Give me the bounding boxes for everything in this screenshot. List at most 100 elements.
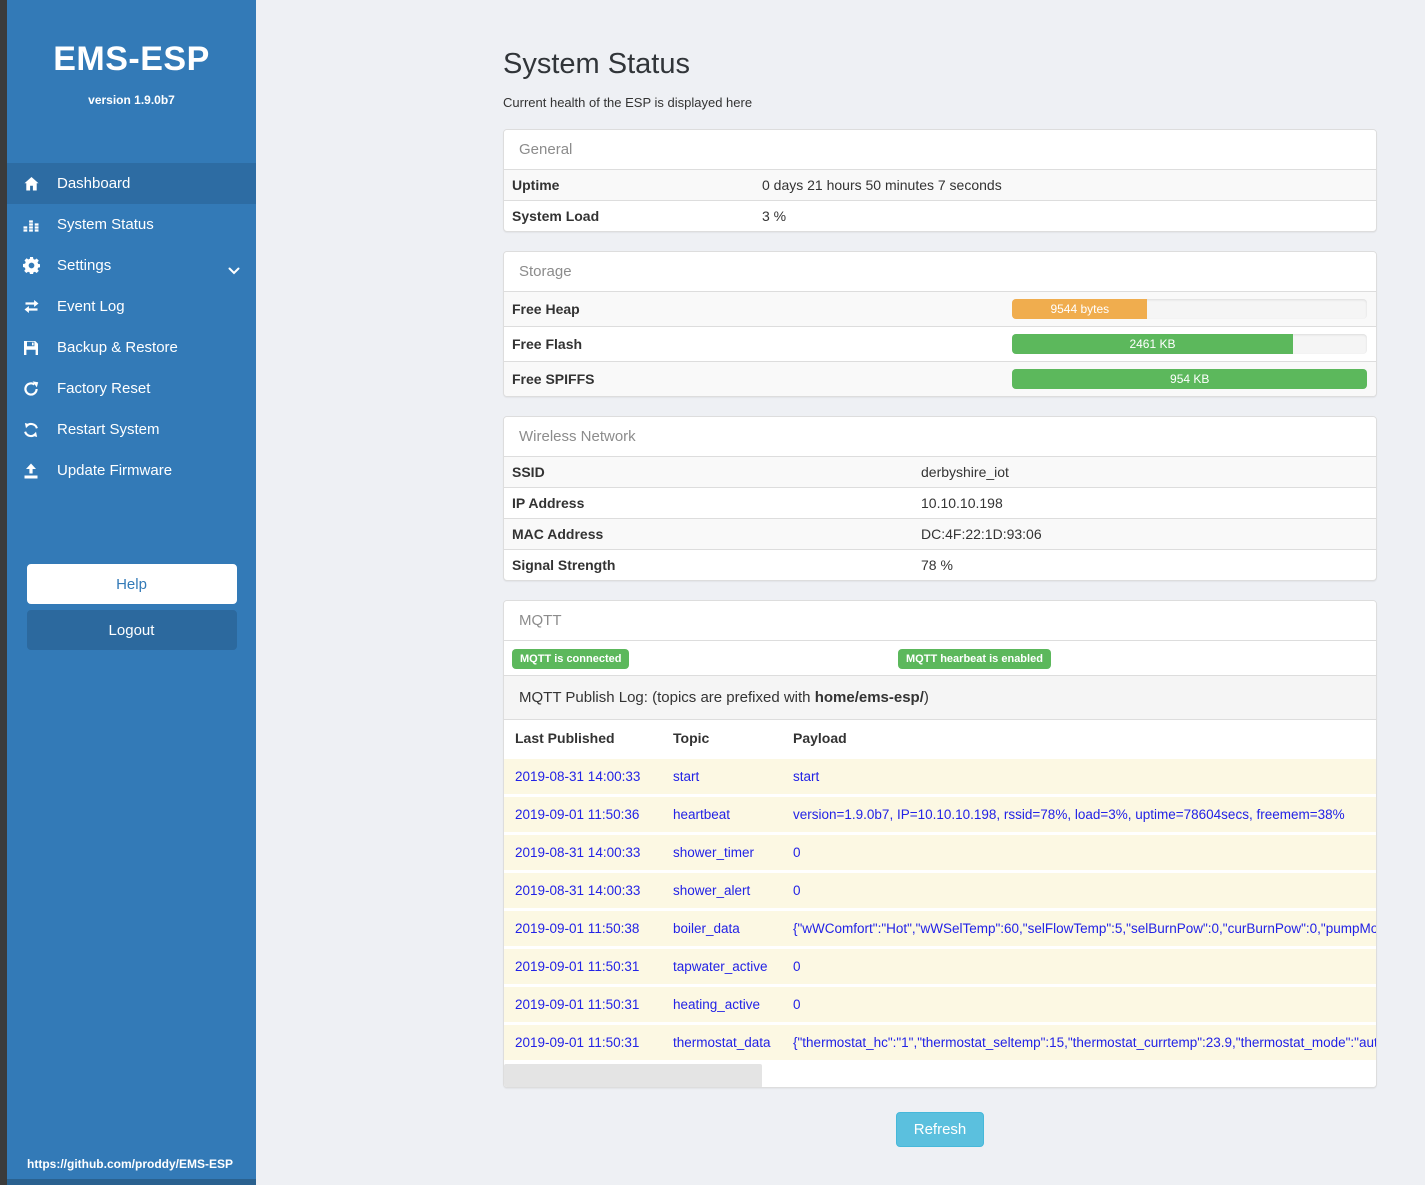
help-button[interactable]: Help [26,564,237,604]
publish-time: 2019-08-31 14:00:33 [504,870,662,910]
table-row: 2019-09-01 11:50:36 heartbeat version=1.… [504,794,1376,834]
sidebar-item-dashboard[interactable]: Dashboard [7,163,256,204]
free-heap-progressbar: 9544 bytes [1012,299,1367,319]
refresh-icon [22,421,40,438]
publish-payload: 0 [782,946,1376,986]
general-panel: General Uptime 0 days 21 hours 50 minute… [503,129,1377,232]
publish-payload: {"thermostat_hc":"1","thermostat_seltemp… [782,1022,1376,1060]
sidebar-item-settings[interactable]: Settings [7,245,256,286]
payload-header: Payload [782,719,1376,758]
publish-payload: version=1.9.0b7, IP=10.10.10.198, rssid=… [782,794,1376,834]
publish-payload: {"wWComfort":"Hot","wWSelTemp":60,"selFl… [782,908,1376,948]
scrollbar-thumb[interactable] [504,1064,762,1087]
table-row: 2019-09-01 11:50:31 tapwater_active 0 [504,946,1376,986]
publish-payload: 0 [782,984,1376,1024]
table-row: 2019-09-01 11:50:38 boiler_data {"wWComf… [504,908,1376,948]
signal-strength-value: 78 % [913,549,1376,580]
mqtt-badges-row: MQTT is connected MQTT hearbeat is enabl… [504,640,1376,675]
free-spiffs-label: Free SPIFFS [504,361,1005,396]
publish-topic: tapwater_active [662,946,782,986]
sidebar-item-label: Event Log [57,298,125,315]
table-row: System Load 3 % [504,200,1376,231]
table-row: IP Address 10.10.10.198 [504,487,1376,519]
free-spiffs-progressbar: 954 KB [1012,369,1367,389]
publish-time: 2019-09-01 11:50:38 [504,908,662,948]
table-row: 2019-08-31 14:00:33 shower_timer 0 [504,832,1376,872]
table-row: Free Heap 9544 bytes [504,291,1376,327]
publish-topic: shower_timer [662,832,782,872]
storage-panel-heading: Storage [504,252,1376,291]
sidebar-item-label: Factory Reset [57,380,151,397]
app-version: version 1.9.0b7 [88,93,175,107]
mqtt-panel: MQTT MQTT is connected MQTT hearbeat is … [503,600,1377,1088]
mqtt-publish-log-caption: MQTT Publish Log: (topics are prefixed w… [504,675,1376,719]
mqtt-panel-heading: MQTT [504,601,1376,640]
free-flash-progressbar: 2461 KB [1012,334,1367,354]
publish-time: 2019-09-01 11:50:31 [504,984,662,1024]
progress-fill: 9544 bytes [1012,299,1148,319]
table-row: SSID derbyshire_iot [504,456,1376,488]
horizontal-scrollbar[interactable] [504,1060,1376,1087]
publish-topic: boiler_data [662,908,782,948]
upload-icon [22,462,40,479]
ip-address-label: IP Address [504,487,913,519]
gear-icon [22,257,40,274]
table-row: 2019-08-31 14:00:33 shower_alert 0 [504,870,1376,910]
table-header-row: Last Published Topic Payload [504,719,1376,758]
wireless-panel: Wireless Network SSID derbyshire_iot IP … [503,416,1377,581]
topic-header: Topic [662,719,782,758]
ip-address-value: 10.10.10.198 [913,487,1376,519]
sidebar-item-system-status[interactable]: System Status [7,204,256,245]
sidebar-item-restart-system[interactable]: Restart System [7,409,256,450]
sidebar-item-label: Update Firmware [57,462,173,479]
sidebar: EMS-ESP version 1.9.0b7 Dashboard System… [7,0,256,1185]
table-row: 2019-09-01 11:50:31 heating_active 0 [504,984,1376,1024]
progress-fill: 954 KB [1012,369,1367,389]
table-row: Free Flash 2461 KB [504,326,1376,362]
home-icon [22,175,40,192]
table-row: Uptime 0 days 21 hours 50 minutes 7 seco… [504,169,1376,201]
publish-time: 2019-09-01 11:50:31 [504,1022,662,1060]
sidebar-item-update-firmware[interactable]: Update Firmware [7,450,256,491]
mac-address-value: DC:4F:22:1D:93:06 [913,518,1376,550]
last-published-header: Last Published [504,719,662,758]
table-row: 2019-09-01 11:50:31 thermostat_data {"th… [504,1022,1376,1060]
main-content: System Status Current health of the ESP … [256,0,1425,1185]
logout-button[interactable]: Logout [26,610,237,650]
sidebar-item-factory-reset[interactable]: Factory Reset [7,368,256,409]
storage-panel: Storage Free Heap 9544 bytes Free Flash … [503,251,1377,397]
publish-log-topic-prefix: home/ems-esp/ [814,689,924,706]
uptime-label: Uptime [504,169,754,201]
refresh-button[interactable]: Refresh [895,1112,985,1147]
save-icon [22,339,40,356]
wireless-table: SSID derbyshire_iot IP Address 10.10.10.… [504,456,1376,580]
github-link[interactable]: https://github.com/proddy/EMS-ESP [27,1157,233,1171]
rotate-icon [22,380,40,397]
free-heap-label: Free Heap [504,291,1005,327]
publish-time: 2019-08-31 14:00:33 [504,832,662,872]
table-row: MAC Address DC:4F:22:1D:93:06 [504,518,1376,550]
ssid-value: derbyshire_iot [913,456,1376,488]
table-row: Signal Strength 78 % [504,549,1376,580]
sidebar-item-event-log[interactable]: Event Log [7,286,256,327]
sidebar-item-label: Restart System [57,421,160,438]
publish-topic: heating_active [662,984,782,1024]
publish-payload: start [782,756,1376,796]
publish-time: 2019-08-31 14:00:33 [504,756,662,796]
page-subtitle: Current health of the ESP is displayed h… [503,95,753,110]
publish-log-text: MQTT Publish Log: (topics are prefixed w… [519,689,815,706]
uptime-value: 0 days 21 hours 50 minutes 7 seconds [754,169,1376,201]
mqtt-publish-log-table: Last Published Topic Payload 2019-08-31 … [504,719,1376,1060]
ssid-label: SSID [504,456,913,488]
publish-payload: 0 [782,870,1376,910]
publish-log-text-suffix: ) [923,689,929,706]
system-load-value: 3 % [754,200,1376,231]
mqtt-connected-badge: MQTT is connected [512,649,630,669]
sidebar-item-backup-restore[interactable]: Backup & Restore [7,327,256,368]
publish-topic: thermostat_data [662,1022,782,1060]
table-row: Free SPIFFS 954 KB [504,361,1376,396]
sidebar-nav: Dashboard System Status Settings [7,163,256,491]
app-title: EMS-ESP [53,40,210,78]
publish-topic: shower_alert [662,870,782,910]
left-edge-strip [0,0,7,1185]
